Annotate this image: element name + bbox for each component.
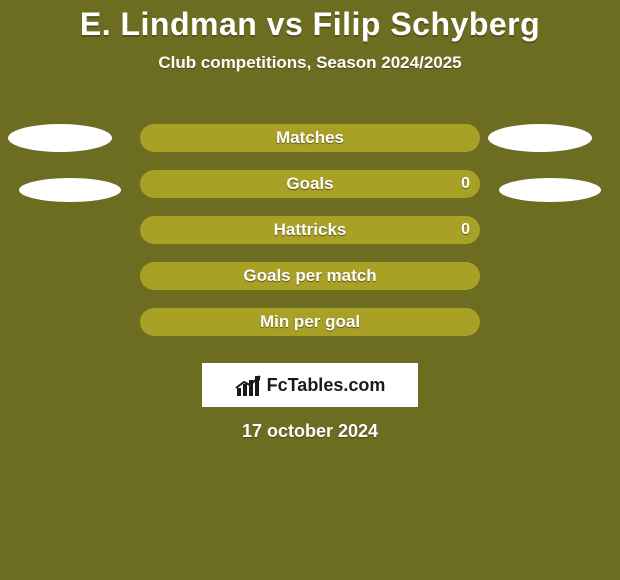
brand-badge: FcTables.com [202, 363, 418, 407]
avatar-placeholder [488, 124, 592, 152]
comparison-chart: MatchesGoals0Hattricks0Goals per matchMi… [0, 115, 620, 345]
avatar-placeholder [499, 178, 601, 202]
subtitle: Club competitions, Season 2024/2025 [0, 53, 620, 73]
stat-bar: Matches [140, 124, 480, 152]
avatar-placeholder [19, 178, 121, 202]
stat-value-right: 0 [461, 221, 470, 239]
stat-row: Min per goal [0, 299, 620, 345]
stat-bar: Goals per match [140, 262, 480, 290]
avatar-placeholder [8, 124, 112, 152]
stat-bar: Hattricks0 [140, 216, 480, 244]
page-title: E. Lindman vs Filip Schyberg [0, 0, 620, 43]
brand-text: FcTables.com [267, 375, 386, 396]
stat-value-right: 0 [461, 175, 470, 193]
stat-label: Goals per match [140, 266, 480, 286]
bar-chart-icon [235, 374, 261, 396]
stat-bar: Goals0 [140, 170, 480, 198]
stat-row: Goals per match [0, 253, 620, 299]
date-label: 17 october 2024 [0, 421, 620, 442]
stat-label: Hattricks [140, 220, 480, 240]
stat-row: Hattricks0 [0, 207, 620, 253]
stat-bar: Min per goal [140, 308, 480, 336]
stat-label: Min per goal [140, 312, 480, 332]
stat-label: Matches [140, 128, 480, 148]
stat-label: Goals [140, 174, 480, 194]
